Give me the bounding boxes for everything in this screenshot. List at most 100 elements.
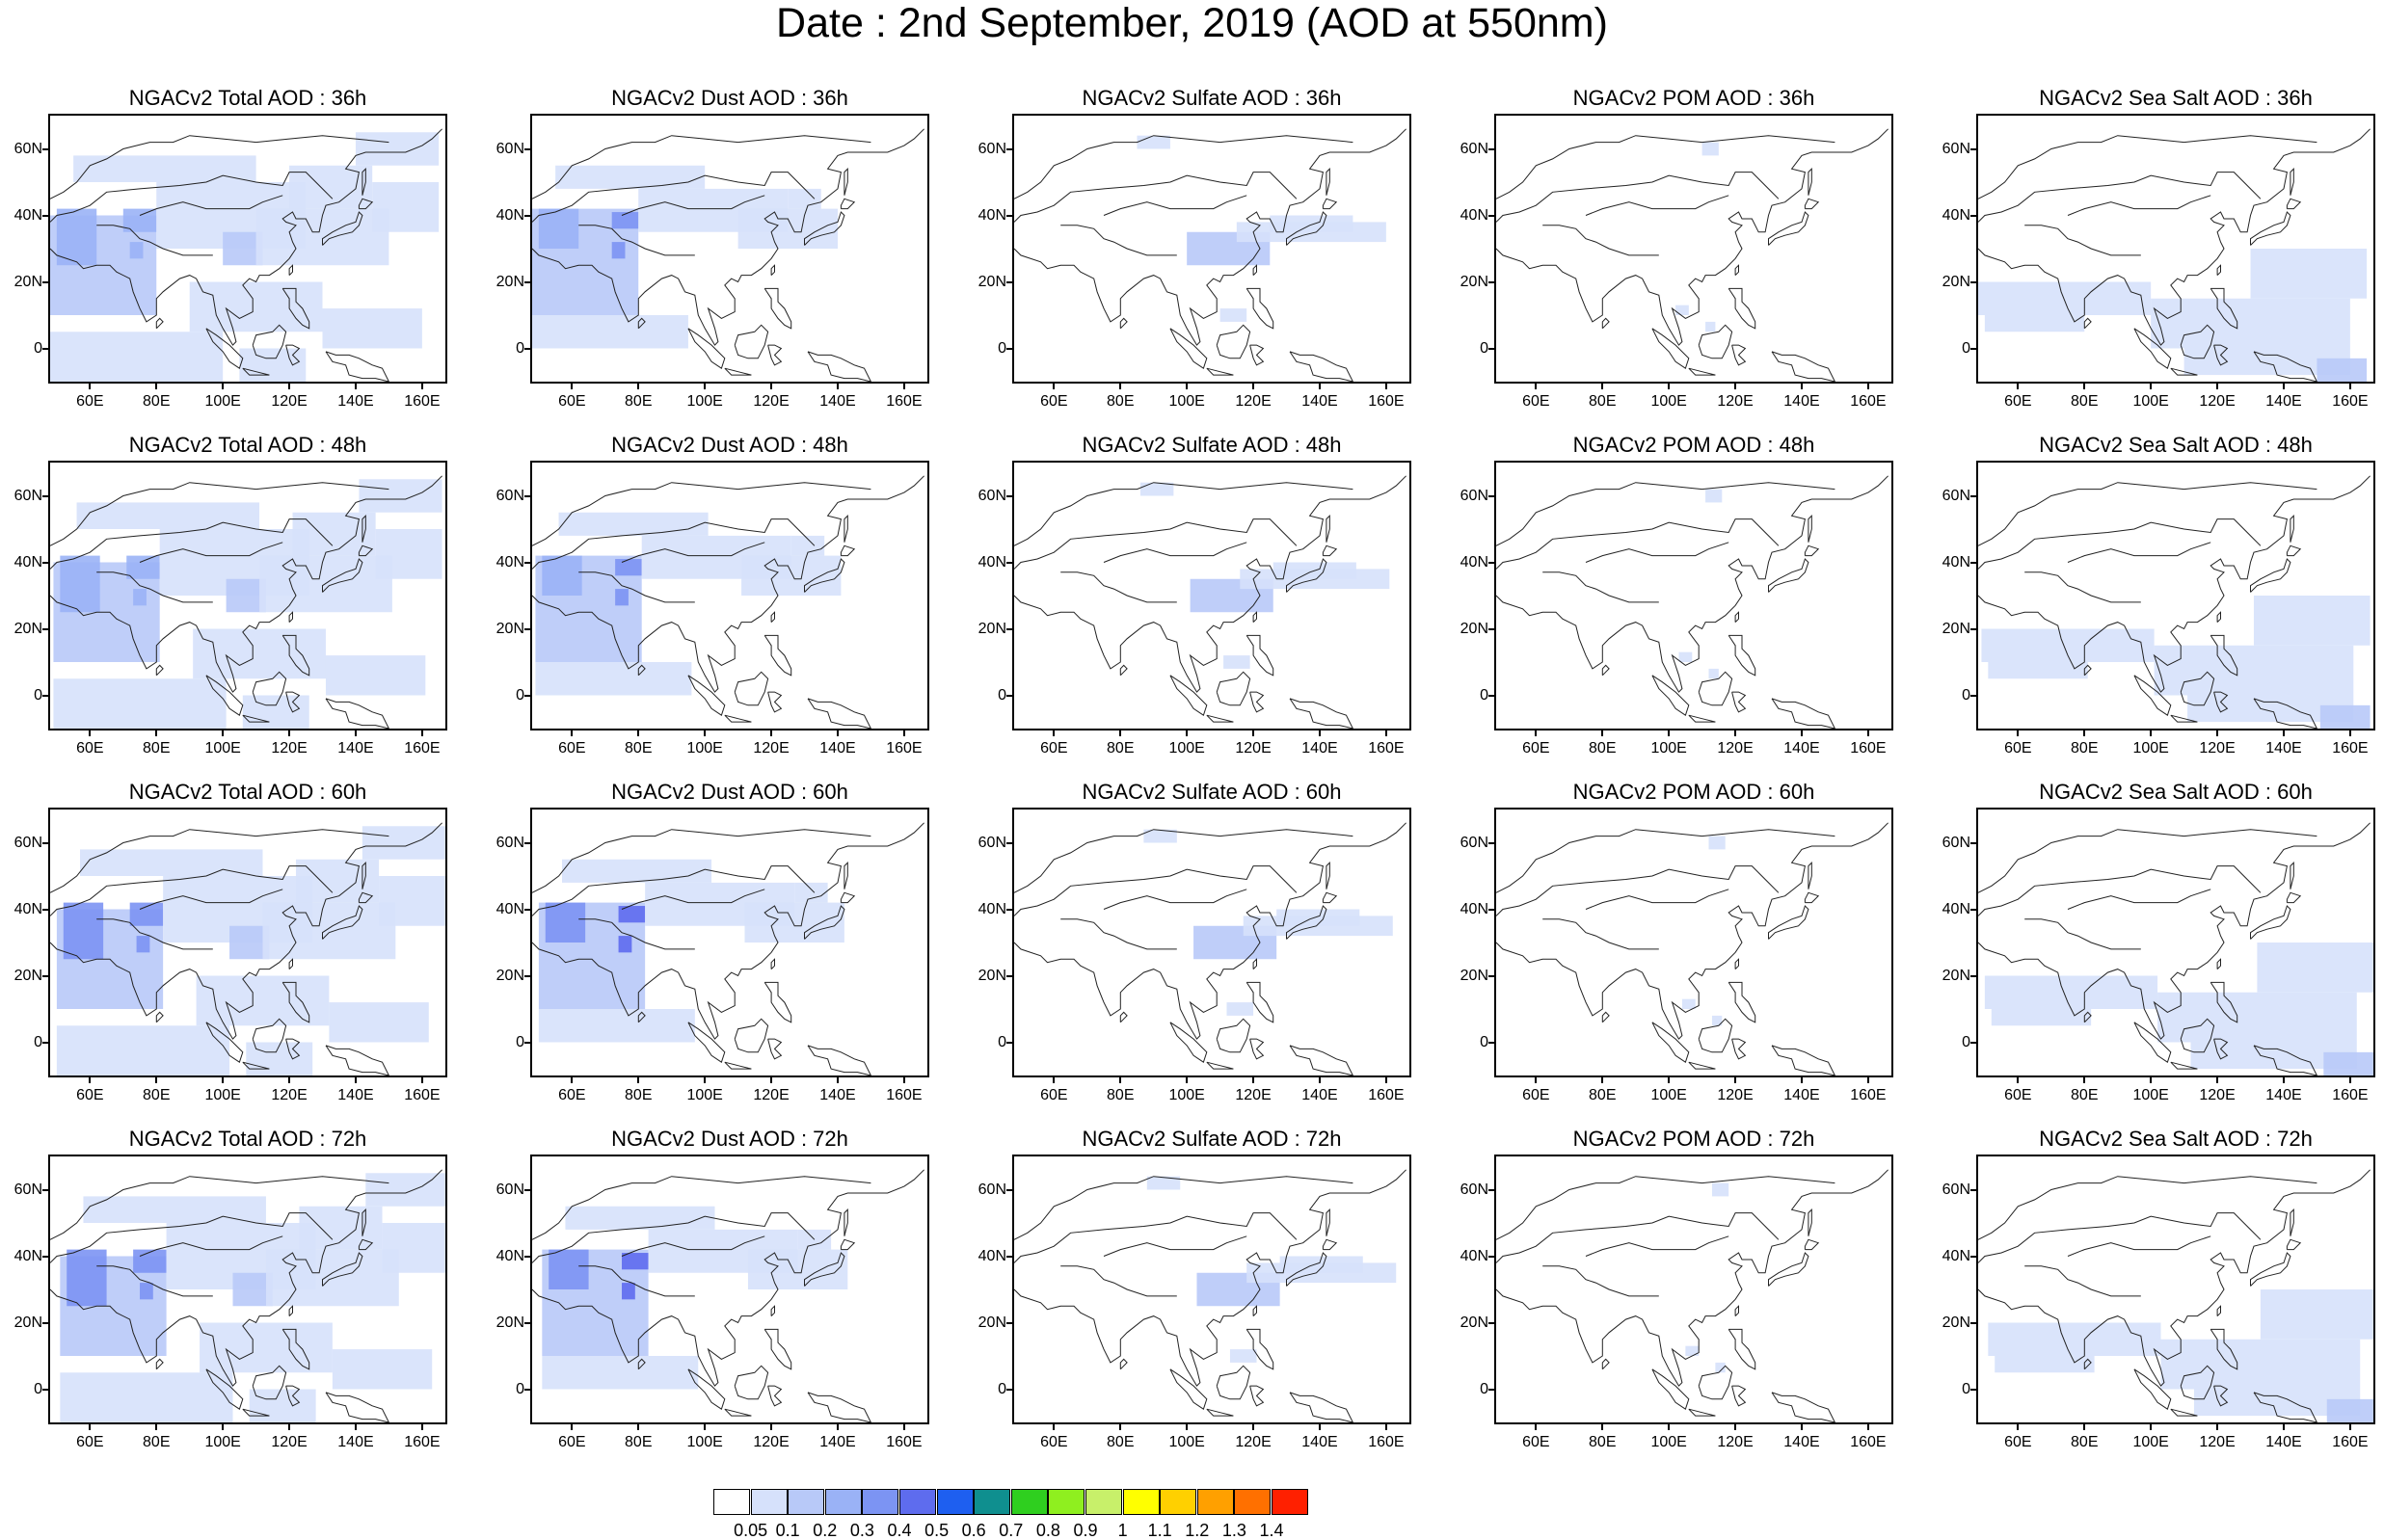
map-panel-pom-60h: NGACv2 POM AOD : 60h 60N 40N 20N 0 60E 80E 100E…	[1448, 779, 1930, 1126]
coastline	[2067, 542, 2211, 563]
panel-title: NGACv2 Sea Salt AOD : 36h	[2039, 86, 2313, 110]
map-panel-sulfate-48h: NGACv2 Sulfate AOD : 48h 60N 40N 20N 0 60E 80E…	[966, 432, 1448, 779]
lat-tick	[42, 214, 48, 217]
coastline	[252, 1365, 287, 1400]
lat-label: 20N	[496, 1314, 524, 1331]
lon-label: 140E	[1783, 1434, 1820, 1450]
coastline	[1771, 698, 1835, 729]
lon-tick	[1384, 1424, 1387, 1430]
lon-tick	[836, 730, 839, 736]
lat-tick	[524, 627, 530, 630]
aod-patch	[744, 902, 844, 943]
lon-tick	[420, 730, 423, 736]
lon-tick	[1535, 1077, 1538, 1083]
aod-patch	[1978, 281, 2152, 315]
lat-tick	[1488, 561, 1494, 564]
lat-label: 40N	[1942, 900, 1970, 917]
coastline	[1103, 1235, 1247, 1257]
lon-label: 160E	[1368, 1434, 1405, 1450]
coastline	[2286, 891, 2302, 904]
coastline	[1651, 328, 1690, 369]
lat-label: 60N	[1460, 487, 1488, 504]
lon-tick	[2282, 730, 2285, 736]
coastline	[358, 544, 374, 557]
coastline	[285, 691, 301, 713]
lon-tick	[1252, 1424, 1255, 1430]
lon-tick	[1384, 730, 1387, 736]
aod-patch	[1715, 1362, 1726, 1373]
lat-label: 40N	[978, 206, 1006, 224]
lon-label: 100E	[686, 1087, 723, 1103]
panel-title: NGACv2 Sea Salt AOD : 48h	[2039, 433, 2313, 457]
panel-title: NGACv2 POM AOD : 60h	[1572, 780, 1815, 804]
lat-tick	[1006, 214, 1012, 217]
lat-tick	[42, 494, 48, 497]
lat-tick	[524, 280, 530, 283]
coastline	[2216, 611, 2221, 623]
lon-label: 80E	[2071, 740, 2099, 757]
lon-tick	[2083, 1077, 2086, 1083]
coastline	[532, 829, 871, 893]
aod-patch	[196, 975, 330, 1026]
aod-patch	[622, 1253, 649, 1270]
lon-label: 60E	[1522, 393, 1550, 410]
map-frame	[1494, 1155, 1893, 1424]
lat-label: 0	[1962, 686, 1970, 704]
lon-label: 80E	[2071, 1434, 2099, 1450]
aod-patch	[558, 512, 709, 536]
lon-label: 160E	[2332, 393, 2369, 410]
lon-tick	[2348, 730, 2351, 736]
coastline	[734, 1365, 769, 1400]
coastline	[1216, 324, 1251, 359]
coastline	[844, 167, 848, 196]
coastline	[96, 1265, 213, 1297]
coastline	[2133, 328, 2172, 369]
lon-tick	[222, 1424, 225, 1430]
lat-label: 40N	[1460, 553, 1488, 571]
coastline	[1496, 1176, 1835, 1240]
coastline	[734, 1018, 769, 1053]
coastline	[1252, 958, 1257, 969]
map-svg	[1978, 1169, 2373, 1422]
lat-tick	[524, 694, 530, 697]
coastline	[767, 1385, 783, 1407]
lat-tick	[524, 1255, 530, 1258]
coastline	[724, 1061, 752, 1070]
aod-patch	[76, 502, 260, 529]
lon-label: 120E	[753, 1434, 790, 1450]
colorbar-swatch	[1160, 1489, 1197, 1515]
lon-tick	[155, 730, 158, 736]
coastline	[2083, 317, 2092, 330]
lat-label: 60N	[978, 834, 1006, 851]
colorbar-label: 0.3	[849, 1521, 874, 1540]
lon-label: 140E	[337, 740, 374, 757]
lon-label: 120E	[2199, 740, 2236, 757]
coastline	[1014, 172, 1298, 223]
lat-label: 40N	[496, 553, 524, 571]
aod-patch	[136, 936, 150, 953]
map-svg	[532, 128, 924, 382]
lat-tick	[1488, 280, 1494, 283]
lon-tick	[89, 1077, 92, 1083]
aod-patch	[1991, 1009, 2092, 1026]
aod-patch	[615, 589, 629, 606]
lon-tick	[2216, 384, 2219, 389]
lat-tick	[524, 908, 530, 911]
lat-label: 0	[34, 1033, 42, 1050]
coastline	[322, 211, 363, 246]
map-frame	[530, 461, 929, 730]
aod-patch	[2157, 992, 2357, 1043]
lon-tick	[770, 730, 773, 736]
coastline	[840, 198, 856, 210]
lat-label: 60N	[13, 487, 42, 504]
lat-label: 20N	[978, 273, 1006, 290]
coastline	[362, 167, 366, 196]
aod-patch	[329, 1002, 429, 1043]
lon-label: 140E	[2265, 1434, 2302, 1450]
coastline	[1496, 1212, 1780, 1263]
coastline	[1688, 1408, 1716, 1417]
coastline	[96, 225, 213, 256]
coastline	[763, 287, 792, 330]
coastline	[1698, 1018, 1733, 1053]
lon-tick	[902, 1077, 905, 1083]
